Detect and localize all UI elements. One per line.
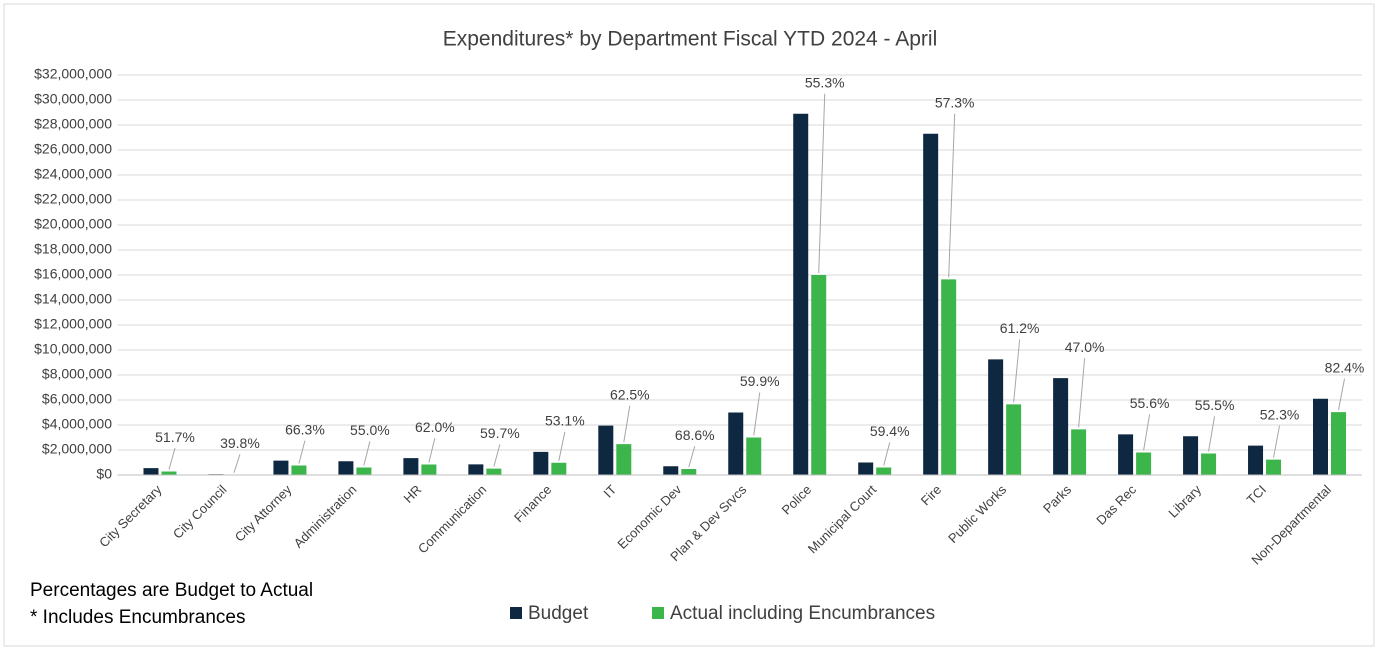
bar — [143, 468, 159, 475]
bar — [811, 275, 827, 475]
y-tick-label: $24,000,000 — [34, 166, 112, 182]
leader-line — [1273, 425, 1281, 458]
y-tick-label: $18,000,000 — [34, 241, 112, 257]
percent-label: 52.3% — [1260, 406, 1300, 422]
bar — [273, 460, 289, 475]
bar — [1071, 429, 1087, 475]
bar — [746, 437, 762, 475]
bar — [1183, 436, 1199, 475]
bar — [403, 458, 419, 475]
leader-line — [818, 93, 826, 274]
leader-line — [688, 446, 696, 468]
percent-label: 82.4% — [1325, 359, 1365, 375]
bar — [598, 425, 614, 475]
legend-label: Budget — [528, 603, 589, 624]
y-tick-label: $28,000,000 — [34, 116, 112, 132]
leader-line — [1338, 378, 1346, 411]
percent-label: 62.0% — [415, 419, 455, 435]
leader-line — [428, 438, 436, 463]
bar — [1313, 398, 1329, 475]
bar — [923, 133, 939, 475]
bar — [663, 466, 679, 475]
y-tick-label: $26,000,000 — [34, 141, 112, 157]
bar — [1118, 434, 1134, 475]
bar — [1266, 459, 1282, 475]
percent-label: 51.7% — [155, 429, 195, 445]
y-tick-label: $6,000,000 — [42, 391, 112, 407]
y-tick-label: $32,000,000 — [34, 66, 112, 82]
leader-line — [298, 440, 306, 464]
percent-label: 61.2% — [1000, 320, 1040, 336]
percent-label: 59.4% — [870, 423, 910, 439]
leader-line — [558, 431, 566, 461]
percent-label: 57.3% — [935, 94, 975, 110]
leader-line — [1013, 339, 1021, 403]
bar — [1006, 404, 1022, 475]
y-tick-label: $8,000,000 — [42, 366, 112, 382]
bar — [551, 462, 567, 475]
percent-label: 68.6% — [675, 427, 715, 443]
percent-label: 39.8% — [220, 435, 260, 451]
percent-label: 47.0% — [1065, 339, 1105, 355]
bar — [1331, 412, 1347, 475]
leader-line — [1078, 358, 1086, 428]
percent-label: 62.5% — [610, 386, 650, 402]
y-tick-label: $2,000,000 — [42, 441, 112, 457]
percent-label: 55.0% — [350, 422, 390, 438]
bar — [1136, 452, 1152, 475]
bar — [291, 465, 307, 475]
bar — [793, 113, 809, 475]
leader-line — [623, 405, 631, 443]
chart-title: Expenditures* by Department Fiscal YTD 2… — [443, 28, 938, 51]
y-tick-label: $14,000,000 — [34, 291, 112, 307]
bar — [1053, 378, 1069, 475]
leader-line — [948, 113, 956, 278]
percent-label: 59.9% — [740, 373, 780, 389]
percent-label: 55.6% — [1130, 395, 1170, 411]
note: * Includes Encumbrances — [30, 607, 245, 628]
percent-label: 55.3% — [805, 74, 845, 90]
leader-line — [493, 444, 501, 467]
percent-label: 59.7% — [480, 425, 520, 441]
y-tick-label: $22,000,000 — [34, 191, 112, 207]
note: Percentages are Budget to Actual — [30, 580, 313, 601]
bar — [421, 464, 437, 475]
bar — [681, 469, 697, 475]
bar — [486, 468, 502, 475]
legend-swatch — [510, 607, 522, 619]
y-tick-label: $16,000,000 — [34, 266, 112, 282]
leader-line — [363, 441, 371, 466]
y-tick-label: $4,000,000 — [42, 416, 112, 432]
percent-label: 55.5% — [1195, 397, 1235, 413]
bar — [1201, 453, 1217, 475]
bar — [356, 467, 372, 475]
y-tick-label: $10,000,000 — [34, 341, 112, 357]
y-tick-label: $0 — [96, 466, 112, 482]
legend-swatch — [652, 607, 664, 619]
leader-line — [753, 392, 761, 436]
y-tick-label: $20,000,000 — [34, 216, 112, 232]
y-tick-label: $12,000,000 — [34, 316, 112, 332]
bar — [728, 412, 744, 475]
leader-line — [1143, 414, 1151, 451]
leader-line — [168, 447, 176, 470]
bar — [858, 462, 874, 475]
legend-label: Actual including Encumbrances — [670, 603, 935, 624]
percent-label: 53.1% — [545, 413, 585, 429]
bar — [468, 464, 484, 475]
leader-line — [883, 442, 891, 466]
bar — [161, 471, 177, 475]
bar — [616, 444, 632, 475]
bar — [941, 279, 957, 475]
leader-line — [1208, 416, 1216, 452]
bar — [533, 451, 549, 475]
leader-line — [233, 454, 241, 473]
bar — [1248, 445, 1264, 475]
bar — [876, 467, 892, 475]
bar — [988, 359, 1004, 475]
bar — [338, 461, 354, 475]
y-tick-label: $30,000,000 — [34, 91, 112, 107]
percent-label: 66.3% — [285, 421, 325, 437]
